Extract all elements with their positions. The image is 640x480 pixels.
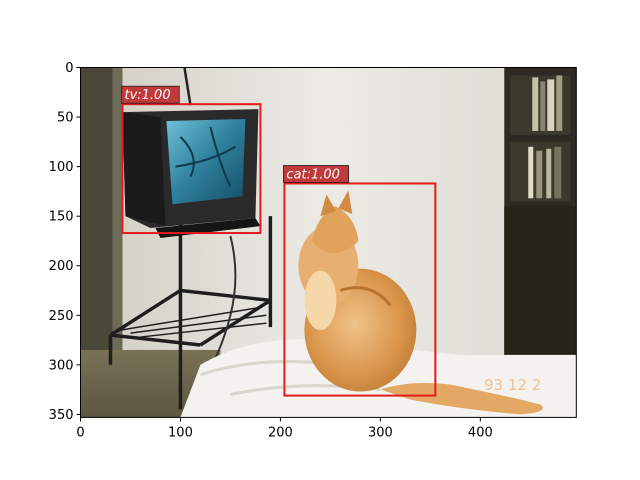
tv-stand	[108, 216, 273, 410]
y-axis: 0 50 100 150 200 250 300 350	[49, 61, 81, 423]
cat	[298, 190, 543, 415]
y-tick-label: 200	[49, 259, 74, 274]
y-tick-label: 150	[49, 210, 74, 225]
tv-bounding-box	[121, 103, 262, 235]
y-tick-label: 250	[49, 309, 74, 324]
cat-bounding-box	[283, 182, 437, 397]
y-tick-label: 50	[57, 111, 74, 126]
date-stamp: 93 12 2	[484, 376, 541, 394]
tv-label-background	[121, 85, 180, 104]
x-tick-label: 400	[468, 425, 493, 440]
x-axis: 0 100 200 300 400	[76, 417, 493, 440]
y-tick-label: 300	[49, 358, 74, 373]
tv-detection-label: tv:1.00	[124, 88, 170, 103]
axes-frame	[80, 67, 577, 418]
photo	[80, 67, 577, 418]
x-tick-label: 0	[76, 425, 84, 440]
x-tick-label: 300	[368, 425, 393, 440]
detections: tv:1.00 cat:1.00	[121, 85, 437, 397]
cat-label-background	[283, 165, 350, 183]
y-tick-label: 0	[65, 61, 73, 76]
x-tick-label: 100	[168, 425, 193, 440]
bookshelf	[504, 67, 577, 355]
y-tick-label: 100	[49, 160, 74, 175]
tv	[122, 109, 261, 238]
y-tick-label: 350	[49, 408, 74, 423]
cat-detection-label: cat:1.00	[286, 167, 340, 182]
x-tick-label: 200	[268, 425, 293, 440]
